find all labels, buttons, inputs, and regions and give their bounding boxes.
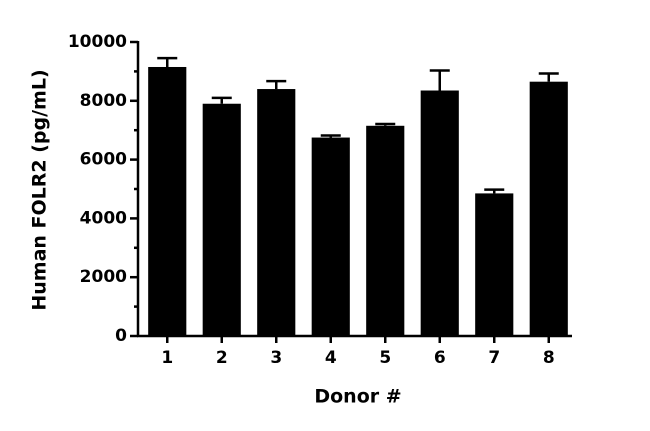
x-tick-label: 1	[161, 348, 173, 368]
error-bar	[157, 56, 178, 67]
error-bar	[375, 122, 396, 126]
y-tick-label: 8000	[80, 91, 127, 111]
y-tick-label: 0	[115, 326, 127, 346]
error-bar	[266, 79, 287, 90]
x-tick-label: 7	[488, 348, 500, 368]
error-bar	[211, 96, 232, 104]
x-tick-label: 3	[270, 348, 282, 368]
error-bar	[484, 188, 505, 194]
bar	[257, 89, 296, 336]
bar	[475, 193, 514, 336]
x-tick-label: 2	[216, 348, 228, 368]
y-axis-label: Human FOLR2 (pg/mL)	[29, 69, 51, 310]
y-tick-label: 4000	[80, 208, 127, 228]
bar	[311, 137, 350, 336]
y-tick-label: 10000	[68, 32, 127, 52]
error-bar	[538, 72, 559, 82]
y-tick-label: 2000	[80, 267, 127, 287]
x-tick-label: 5	[379, 348, 391, 368]
bar	[366, 125, 405, 336]
x-tick-label: 4	[325, 348, 337, 368]
y-tick-label: 6000	[80, 150, 127, 170]
bar	[420, 90, 459, 336]
error-bar	[320, 134, 341, 138]
x-tick-label: 8	[543, 348, 555, 368]
bar	[148, 66, 187, 337]
bar	[202, 103, 241, 337]
x-tick-label: 6	[434, 348, 446, 368]
error-bar	[429, 69, 450, 91]
bar	[529, 81, 568, 336]
x-axis-label: Donor #	[314, 386, 401, 408]
